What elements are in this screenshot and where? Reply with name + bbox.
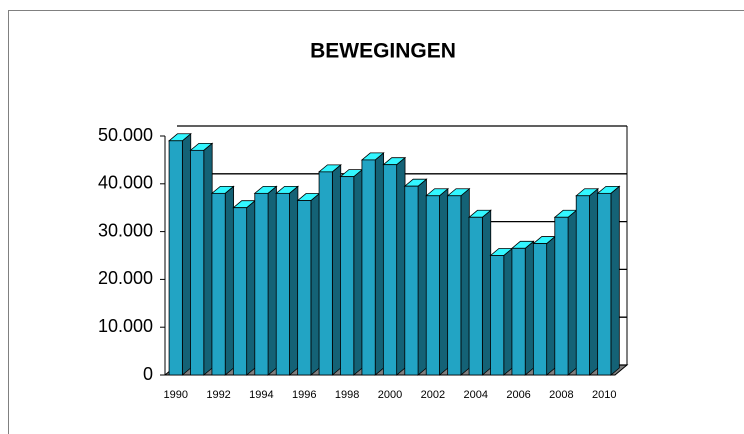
x-tick-label: 1994 [249, 389, 273, 401]
bar-side [396, 156, 406, 376]
bar [339, 168, 364, 376]
bar-side [417, 178, 427, 376]
bar [296, 192, 321, 376]
x-tick-label: 2004 [463, 389, 487, 401]
bar-side [546, 235, 556, 376]
bar [167, 132, 192, 376]
bar-side [310, 192, 320, 376]
x-tick-label: 2008 [549, 389, 573, 401]
bar [360, 152, 385, 376]
bar-front [361, 159, 376, 376]
chart-title: BEWEGINGEN [310, 40, 456, 63]
bar-front [275, 192, 290, 376]
x-tick-label: 2000 [378, 389, 402, 401]
bar [467, 209, 492, 376]
bar-side [267, 185, 277, 376]
x-tick-label: 2010 [592, 389, 616, 401]
x-tick-label: 1998 [335, 389, 359, 401]
bar [253, 185, 278, 376]
y-tick-label: 20.000 [98, 268, 153, 288]
bar-side [524, 240, 535, 376]
bar [510, 240, 535, 376]
bar-side [353, 168, 363, 376]
bar [425, 187, 450, 376]
bar-front [232, 207, 248, 376]
bar-side [374, 152, 385, 376]
bar [275, 185, 300, 376]
bar-front [511, 247, 526, 376]
bar-front [597, 192, 612, 376]
bar-side [439, 187, 449, 376]
bar-front [532, 243, 548, 376]
bar [403, 178, 428, 376]
bar-front [575, 195, 590, 376]
bar-front [425, 195, 440, 376]
bar-front [318, 171, 333, 376]
bar-front [404, 185, 419, 376]
bar-side [289, 185, 299, 376]
bar [317, 163, 342, 376]
y-tick-label: 40.000 [98, 173, 153, 193]
bar [553, 209, 578, 376]
bar-side [503, 247, 513, 376]
x-tick-label: 2002 [421, 389, 445, 401]
bar-front [190, 149, 205, 376]
x-tick-label: 1990 [163, 389, 187, 401]
bar-side [567, 209, 577, 376]
bar-front [382, 164, 398, 376]
bar [210, 185, 235, 376]
bar-front [447, 195, 462, 376]
bar [232, 199, 257, 376]
bar-side [589, 187, 599, 376]
bar-side [460, 187, 470, 376]
bar [575, 187, 600, 376]
bar-front [211, 192, 226, 376]
bar-side [181, 132, 192, 376]
bar-front [490, 255, 505, 376]
chart-frame [8, 10, 744, 434]
bar-side [224, 185, 235, 376]
bar-side [203, 142, 213, 376]
bar [596, 185, 621, 376]
bar-front [168, 140, 183, 376]
bar-front [254, 192, 269, 376]
bar [382, 156, 407, 376]
bar-front [554, 216, 569, 376]
y-tick-label: 0 [143, 364, 153, 384]
bar-side [610, 185, 620, 376]
bar [532, 235, 557, 376]
bar-side [481, 209, 492, 376]
bar [489, 247, 514, 376]
y-tick-label: 10.000 [98, 316, 153, 336]
y-tick-label: 50.000 [98, 125, 153, 145]
bar-front [297, 200, 312, 376]
bar [189, 142, 214, 376]
y-tick-label: 30.000 [98, 220, 153, 240]
x-tick-label: 1996 [292, 389, 316, 401]
bar-front [468, 216, 483, 376]
bar-side [331, 163, 342, 376]
x-tick-label: 1992 [206, 389, 230, 401]
bar [446, 187, 471, 376]
bar-front [340, 176, 355, 376]
bar-side [246, 199, 256, 376]
x-tick-label: 2006 [506, 389, 530, 401]
